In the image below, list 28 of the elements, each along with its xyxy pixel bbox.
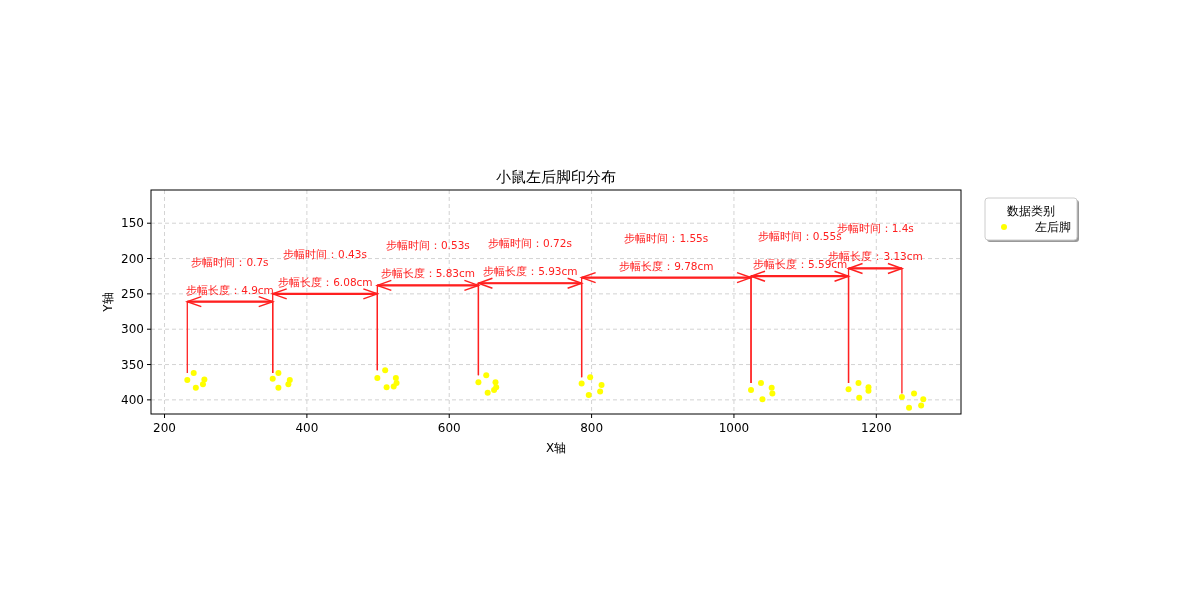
annotation: 步幅时间：1.55s [624, 231, 709, 244]
y-tick-label: 200 [121, 251, 144, 266]
annotation: 步幅长度：4.9cm [186, 283, 274, 296]
legend-title: 数据类别 [1007, 204, 1055, 218]
annotation: 步幅时间：0.43s [283, 247, 367, 260]
y-tick-label: 150 [121, 216, 144, 231]
annotation: 步幅长度：5.93cm [483, 265, 578, 278]
chart-title: 小鼠左后脚印分布 [496, 168, 616, 186]
x-axis-title: X轴 [545, 441, 567, 455]
annotation: 步幅时间：1.4s [836, 222, 914, 235]
annotation: 步幅时间：0.53s [385, 239, 470, 252]
x-tick-label: 200 [153, 421, 176, 435]
x-tick-label: 600 [437, 421, 461, 435]
annotation: 步幅长度：6.08cm [278, 275, 373, 288]
y-axis-title: Y轴 [101, 292, 115, 313]
annotation: 步幅长度：9.78cm [619, 259, 714, 272]
y-tick-label: 400 [121, 392, 144, 407]
y-tick-label: 250 [121, 286, 144, 301]
x-tick-label: 400 [295, 421, 319, 435]
x-tick-label: 1000 [718, 421, 750, 435]
y-tick-label: 350 [121, 357, 144, 372]
x-tick-label: 800 [580, 421, 604, 435]
x-tick-label: 1200 [861, 421, 892, 435]
legend-label: 左后脚 [1035, 220, 1071, 234]
annotation: 步幅时间：0.7s [191, 255, 269, 268]
annotation: 步幅时间：0.72s [488, 237, 572, 250]
annotation: 步幅长度：5.83cm [380, 267, 476, 280]
y-tick-label: 300 [121, 322, 144, 337]
